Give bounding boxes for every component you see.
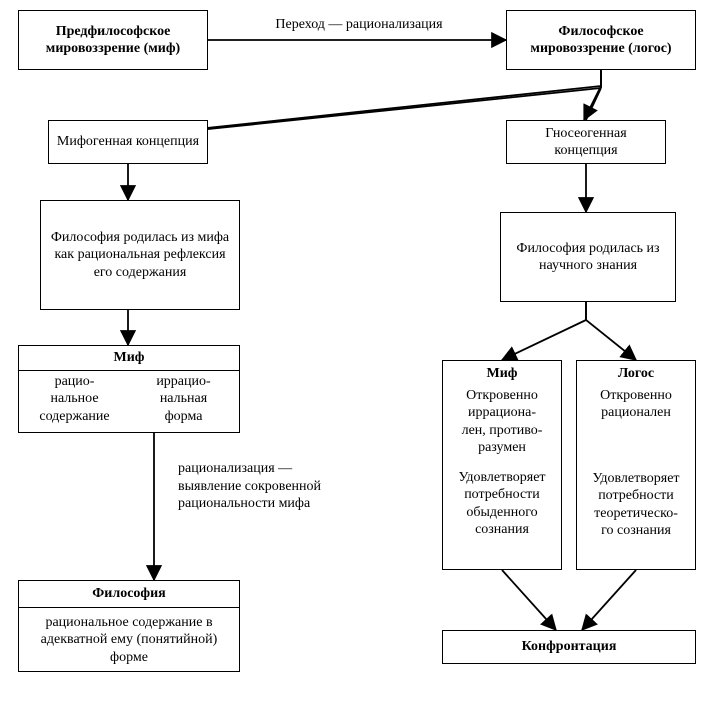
label-rationalization: рационализация — выявление сокровенной р… <box>178 460 388 513</box>
node-mythogenic-concept: Мифогенная концепция <box>48 120 208 164</box>
node-philosophy-from-myth: Философия родилась из мифа как рациональ… <box>40 200 240 310</box>
myth-columns: рацио- нальное содержание иррацио- нальн… <box>19 371 239 430</box>
flowchart-canvas: Предфилософское мировоззрение (миф) Фило… <box>0 0 714 701</box>
node-subtext: рациональное содержание в адекватной ему… <box>19 608 239 673</box>
node-title: Предфилософское мировоззрение (миф) <box>25 23 201 58</box>
node-myth: Миф рацио- нальное содержание иррацио- н… <box>18 345 240 433</box>
edge-right_myth_to_conf <box>502 570 556 630</box>
node-title: Гносеогенная концепция <box>513 125 659 160</box>
node-title: Логос <box>583 365 689 383</box>
node-title: Философия <box>92 586 166 601</box>
node-title: Философия родилась из мифа как рациональ… <box>47 229 233 282</box>
edge-tr_to_gnos <box>584 70 601 120</box>
edge-philo_from_science_split_l <box>502 302 586 360</box>
node-title: Конфронтация <box>449 638 689 656</box>
node-philosophy-from-science: Философия родилась из научного знания <box>500 212 676 302</box>
node-philosophy: Философия рациональное содержание в адек… <box>18 580 240 672</box>
myth-irrational-form: иррацио- нальная форма <box>134 373 233 426</box>
label-transition: Переход — рационализация <box>224 16 494 34</box>
node-philosophical: Философское мировоззрение (логос) <box>506 10 696 70</box>
node-title: Миф <box>449 365 555 383</box>
myth-rational-content: рацио- нальное содержание <box>25 373 124 426</box>
node-confrontation: Конфронтация <box>442 630 696 664</box>
node-title: Миф <box>114 350 145 365</box>
node-right-myth: Миф Откровенно иррациона- лен, противо- … <box>442 360 562 570</box>
node-prephilosophical: Предфилософское мировоззрение (миф) <box>18 10 208 70</box>
edge-right_logos_to_conf <box>582 570 636 630</box>
node-right-logos: Логос Откровенно рационален Удовлетворяе… <box>576 360 696 570</box>
node-title: Мифогенная концепция <box>55 133 201 151</box>
node-title: Философия родилась из научного знания <box>507 240 669 275</box>
node-gnoseogenic-concept: Гносеогенная концепция <box>506 120 666 164</box>
edge-philo_from_science_split_r <box>586 302 636 360</box>
node-title: Философское мировоззрение (логос) <box>513 23 689 58</box>
